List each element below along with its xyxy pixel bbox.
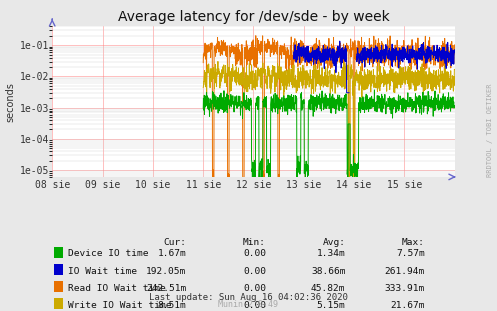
Title: Average latency for /dev/sde - by week: Average latency for /dev/sde - by week bbox=[118, 10, 389, 24]
Text: 1.34m: 1.34m bbox=[317, 249, 345, 258]
Text: Device IO time: Device IO time bbox=[68, 249, 148, 258]
Text: 0.00: 0.00 bbox=[243, 301, 266, 310]
Text: 5.15m: 5.15m bbox=[317, 301, 345, 310]
Text: 8.51m: 8.51m bbox=[158, 301, 186, 310]
Text: 0.00: 0.00 bbox=[243, 284, 266, 293]
Text: Read IO Wait time: Read IO Wait time bbox=[68, 284, 166, 293]
Text: 261.94m: 261.94m bbox=[385, 267, 425, 276]
Text: 0.00: 0.00 bbox=[243, 267, 266, 276]
Text: Cur:: Cur: bbox=[164, 238, 186, 247]
Text: 333.91m: 333.91m bbox=[385, 284, 425, 293]
Y-axis label: seconds: seconds bbox=[6, 82, 16, 122]
Text: Munin 2.0.49: Munin 2.0.49 bbox=[219, 300, 278, 309]
Text: IO Wait time: IO Wait time bbox=[68, 267, 137, 276]
Text: 242.51m: 242.51m bbox=[146, 284, 186, 293]
Text: 21.67m: 21.67m bbox=[391, 301, 425, 310]
Text: Avg:: Avg: bbox=[323, 238, 345, 247]
Text: 192.05m: 192.05m bbox=[146, 267, 186, 276]
Text: Last update: Sun Aug 16 04:02:36 2020: Last update: Sun Aug 16 04:02:36 2020 bbox=[149, 293, 348, 302]
Text: Max:: Max: bbox=[402, 238, 425, 247]
Text: 0.00: 0.00 bbox=[243, 249, 266, 258]
Text: 7.57m: 7.57m bbox=[396, 249, 425, 258]
Text: Min:: Min: bbox=[243, 238, 266, 247]
Text: 1.67m: 1.67m bbox=[158, 249, 186, 258]
Text: Write IO Wait time: Write IO Wait time bbox=[68, 301, 171, 310]
Text: RRDTOOL / TOBI OETIKER: RRDTOOL / TOBI OETIKER bbox=[487, 84, 493, 177]
Text: 45.82m: 45.82m bbox=[311, 284, 345, 293]
Text: 38.66m: 38.66m bbox=[311, 267, 345, 276]
